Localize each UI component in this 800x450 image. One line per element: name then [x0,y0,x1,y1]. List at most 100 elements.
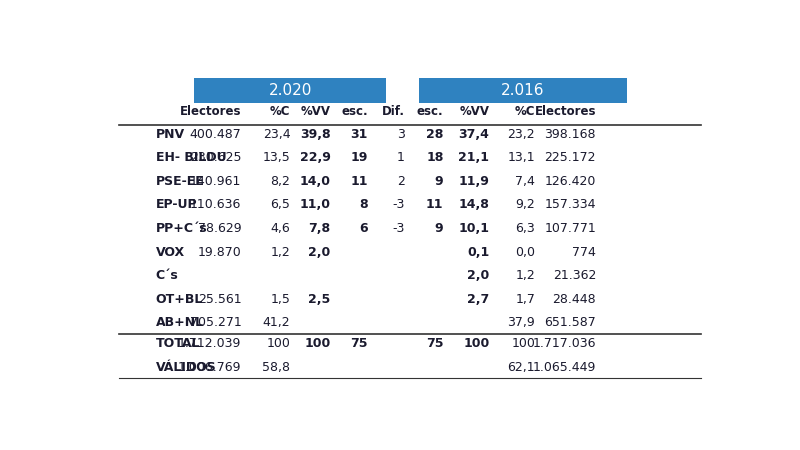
Text: 13,1: 13,1 [508,151,535,164]
Text: 100: 100 [304,337,330,350]
Text: 1.717.036: 1.717.036 [533,337,596,350]
Text: 651.587: 651.587 [544,316,596,329]
Text: 0,1: 0,1 [467,246,490,259]
Text: 37,9: 37,9 [507,316,535,329]
Text: 2,7: 2,7 [467,293,490,306]
Text: esc.: esc. [342,105,368,118]
Text: 3: 3 [397,128,405,141]
Text: 107.771: 107.771 [544,222,596,235]
Text: OT+BL: OT+BL [156,293,203,306]
Text: 11,0: 11,0 [300,198,330,211]
Text: Electores: Electores [180,105,242,118]
Text: 39,8: 39,8 [300,128,330,141]
Text: 25.561: 25.561 [198,293,242,306]
Text: 225.172: 225.172 [545,151,596,164]
Text: %C: %C [514,105,535,118]
Bar [194,78,386,103]
Text: EH- BILDU: EH- BILDU [156,151,226,164]
Text: 1.065.449: 1.065.449 [533,360,596,374]
Text: 705.271: 705.271 [190,316,242,329]
Text: 1.006.769: 1.006.769 [178,360,242,374]
Text: TOTAL: TOTAL [156,337,200,350]
Text: 62,1: 62,1 [508,360,535,374]
Text: PSE-EE: PSE-EE [156,175,205,188]
Text: 110.636: 110.636 [190,198,242,211]
Text: Electores: Electores [534,105,596,118]
Text: 11,9: 11,9 [458,175,490,188]
Text: VOX: VOX [156,246,185,259]
Text: 9,2: 9,2 [515,198,535,211]
Text: 9: 9 [435,222,443,235]
Text: 2.016: 2.016 [501,83,545,98]
Text: 100: 100 [511,337,535,350]
Text: 2,5: 2,5 [308,293,330,306]
Text: 10,1: 10,1 [458,222,490,235]
Text: 4,6: 4,6 [270,222,290,235]
Text: 75: 75 [350,337,368,350]
Text: 0,0: 0,0 [515,246,535,259]
Text: 7,4: 7,4 [515,175,535,188]
Text: PNV: PNV [156,128,185,141]
Text: 1,5: 1,5 [270,293,290,306]
Text: 2,0: 2,0 [308,246,330,259]
Text: 21.362: 21.362 [553,269,596,282]
Text: 8: 8 [359,198,368,211]
Text: 18: 18 [426,151,443,164]
Text: 7,8: 7,8 [309,222,330,235]
Text: 100: 100 [463,337,490,350]
Text: 400.487: 400.487 [190,128,242,141]
Text: 23,2: 23,2 [508,128,535,141]
Text: AB+NL: AB+NL [156,316,204,329]
Text: PP+C´s: PP+C´s [156,222,207,235]
Text: 398.168: 398.168 [545,128,596,141]
Text: 2,0: 2,0 [467,269,490,282]
Text: 13,5: 13,5 [262,151,290,164]
Text: 31: 31 [350,128,368,141]
Text: 14,8: 14,8 [458,198,490,211]
Text: 6,3: 6,3 [515,222,535,235]
Text: 37,4: 37,4 [458,128,490,141]
Text: 28: 28 [426,128,443,141]
Text: 100: 100 [266,337,290,350]
Text: esc.: esc. [417,105,443,118]
Text: -3: -3 [393,222,405,235]
Text: 19.870: 19.870 [198,246,242,259]
Text: 75: 75 [426,337,443,350]
Text: %VV: %VV [459,105,490,118]
Text: 1,2: 1,2 [270,246,290,259]
Text: %VV: %VV [301,105,330,118]
Text: 1: 1 [397,151,405,164]
Text: 23,4: 23,4 [262,128,290,141]
Text: VÁLIDOS: VÁLIDOS [156,360,217,374]
Text: 1.712.039: 1.712.039 [178,337,242,350]
Text: 78.629: 78.629 [198,222,242,235]
Text: 6: 6 [359,222,368,235]
Text: 2: 2 [397,175,405,188]
Text: EP-UP: EP-UP [156,198,198,211]
Text: 6,5: 6,5 [270,198,290,211]
Text: 14,0: 14,0 [300,175,330,188]
Text: 21,1: 21,1 [458,151,490,164]
Bar [418,78,627,103]
Text: C´s: C´s [156,269,178,282]
Text: 2.020: 2.020 [269,83,312,98]
Text: 1,2: 1,2 [515,269,535,282]
Text: 41,2: 41,2 [262,316,290,329]
Text: 19: 19 [350,151,368,164]
Text: 11: 11 [350,175,368,188]
Text: 140.961: 140.961 [190,175,242,188]
Text: 58,8: 58,8 [262,360,290,374]
Text: 230.625: 230.625 [190,151,242,164]
Text: 11: 11 [426,198,443,211]
Text: 9: 9 [435,175,443,188]
Text: 774: 774 [572,246,596,259]
Text: 8,2: 8,2 [270,175,290,188]
Text: 28.448: 28.448 [552,293,596,306]
Text: -3: -3 [393,198,405,211]
Text: 1,7: 1,7 [515,293,535,306]
Text: 126.420: 126.420 [545,175,596,188]
Text: %C: %C [270,105,290,118]
Text: 157.334: 157.334 [545,198,596,211]
Text: Dif.: Dif. [382,105,405,118]
Text: 22,9: 22,9 [300,151,330,164]
